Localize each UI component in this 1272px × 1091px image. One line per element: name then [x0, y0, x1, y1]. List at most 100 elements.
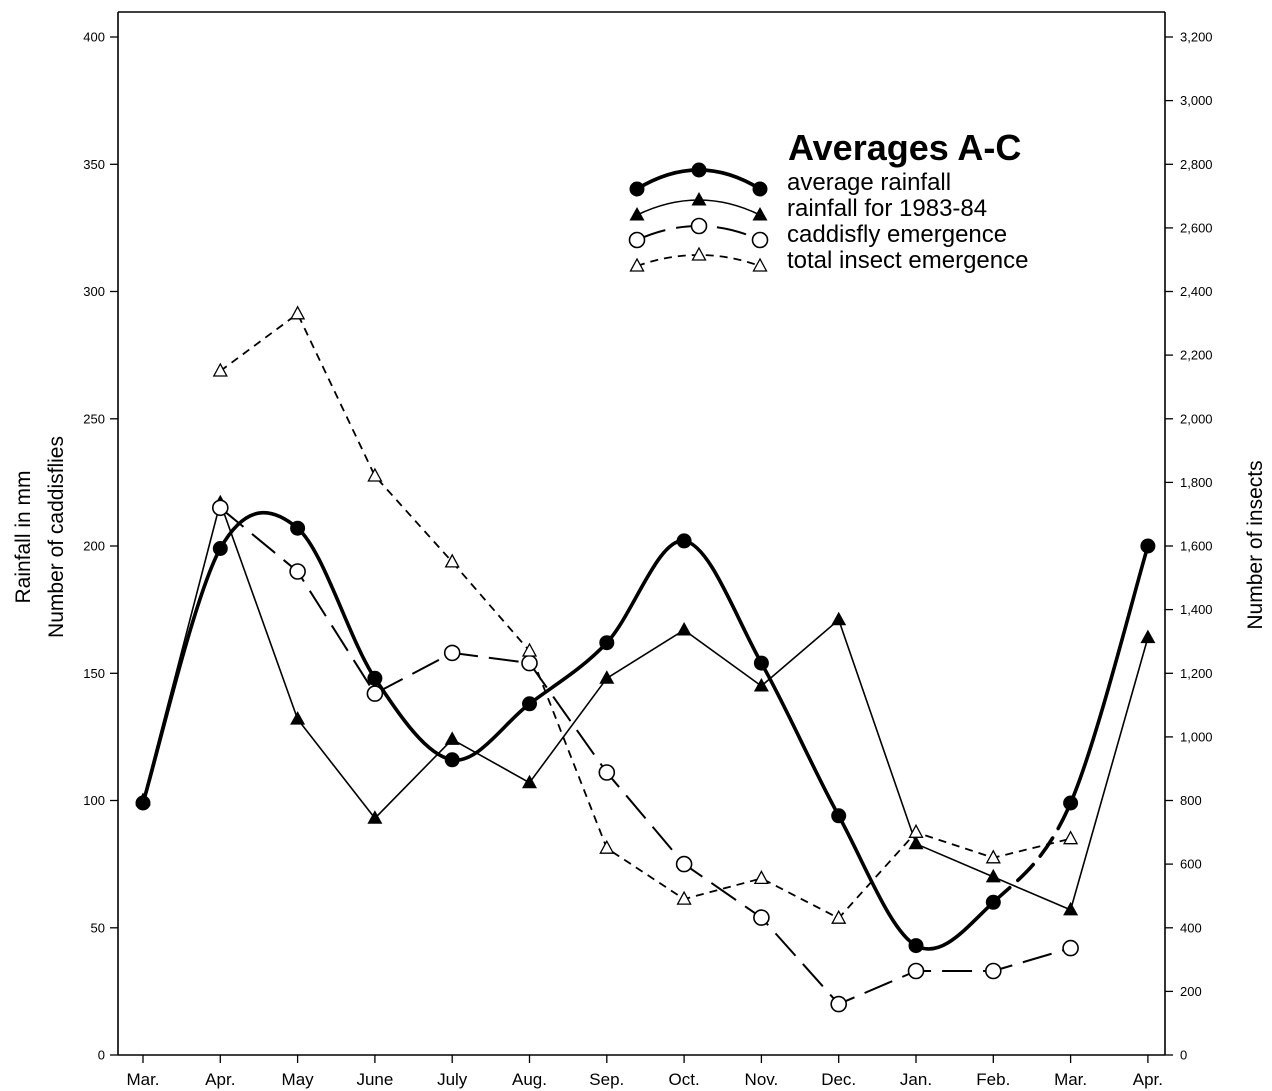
caddisfly-emergence-point: [830, 995, 848, 1013]
rainfall-for-1983-84-point: [1063, 901, 1079, 916]
y-left-tick-label: 350: [83, 157, 105, 172]
x-tick-label: Mar.: [126, 1070, 159, 1089]
y-right-tick-label: 2,200: [1180, 348, 1213, 363]
legend-title: Averages A-C: [788, 127, 1021, 168]
y-right-tick-label: 2,400: [1180, 284, 1213, 299]
legend-marker: [751, 231, 769, 249]
caddisfly-emergence-point: [289, 563, 306, 580]
y-left-tick-label: 0: [98, 1048, 105, 1063]
x-tick-label: July: [437, 1070, 468, 1089]
y-right-tick-label: 3,200: [1180, 30, 1213, 45]
average-rainfall-curve-segment: [295, 526, 377, 681]
average-rainfall-point: [290, 520, 306, 536]
legend-marker: [629, 257, 645, 272]
legend-item: total insect emergence: [629, 246, 1028, 274]
legend-marker: [691, 246, 707, 261]
rainfall-for-1983-84-point: [676, 622, 692, 636]
y-right-tick-label: 1,400: [1180, 602, 1213, 617]
legend-label: average rainfall: [787, 169, 951, 196]
total-insect-emergence-line: [219, 312, 1071, 920]
y-right-tick-label: 2,600: [1180, 220, 1213, 235]
legend-marker: [691, 162, 707, 178]
average-rainfall-point: [444, 752, 460, 768]
legend-marker: [752, 181, 768, 197]
rainfall-for-1983-84-point: [522, 774, 537, 789]
plot-frame: [117, 11, 1166, 1056]
x-tick-label: Nov.: [745, 1070, 779, 1089]
average-rainfall-curve-segment: [1068, 544, 1150, 805]
y-right-tick-label: 600: [1180, 857, 1202, 872]
y-right-tick-label: 1,200: [1180, 666, 1213, 681]
y-left-tick-label: 200: [83, 539, 105, 554]
y-right-tick-label: 3,000: [1180, 93, 1213, 108]
average-rainfall-curve-segment: [527, 640, 609, 706]
caddisfly-emergence-point: [598, 764, 616, 781]
y-right-tick-label: 400: [1180, 920, 1202, 935]
total-insect-emergence-point: [985, 849, 1001, 864]
x-tick-label: Sep.: [589, 1070, 624, 1089]
average-rainfall-curve-segment: [759, 661, 841, 818]
average-rainfall-point: [676, 533, 692, 549]
legend-item: average rainfall: [629, 162, 951, 197]
rainfall-for-1983-84-point: [444, 731, 460, 745]
caddisfly-emergence-point: [753, 909, 770, 926]
legend-marker: [752, 207, 768, 221]
x-tick-label: June: [356, 1070, 393, 1089]
legend-marker: [691, 192, 707, 206]
average-rainfall-curve-segment: [914, 900, 996, 951]
total-insect-emergence-point: [831, 909, 847, 924]
y-right-axis-title: Number of insects: [1244, 460, 1267, 629]
y-left-axis: Rainfall in mm Number of caddisflies 0 50…: [12, 30, 118, 1063]
total-insect-emergence-point: [367, 467, 383, 482]
x-tick-label: Feb.: [976, 1070, 1010, 1089]
average-rainfall-curve-segment: [836, 814, 918, 948]
average-rainfall-point: [908, 938, 924, 954]
average-rainfall-curve-segment: [682, 539, 764, 665]
rainfall-for-1983-84-point: [753, 678, 769, 692]
legend-label: rainfall for 1983-84: [787, 195, 987, 222]
average-rainfall-curve-segment: [991, 801, 1073, 905]
series-lines: [141, 312, 1150, 1006]
caddisfly-emergence-point: [907, 962, 925, 980]
y-left-tick-label: 50: [91, 920, 105, 935]
caddisfly-emergence-line: [219, 507, 1071, 1006]
average-rainfall-curve-segment: [141, 546, 223, 805]
rainfall-for-1983-84-point: [290, 711, 306, 725]
legend-marker: [629, 181, 645, 197]
legend-label: total insect emergence: [787, 247, 1028, 274]
rainfall-for-1983-84-point: [908, 835, 924, 850]
x-tick-label: Dec.: [821, 1070, 856, 1089]
average-rainfall-point: [1063, 795, 1079, 811]
legend-marker: [629, 207, 645, 221]
legend-marker: [690, 217, 708, 235]
caddisfly-emergence-point: [366, 685, 384, 702]
rainfall-for-1983-84-point: [985, 868, 1001, 883]
legend-label: caddisfly emergence: [787, 221, 1007, 248]
x-tick-label: May: [282, 1070, 315, 1089]
x-tick-label: Oct.: [669, 1070, 700, 1089]
y-right-tick-label: 1,800: [1180, 475, 1213, 490]
series-markers: [135, 305, 1156, 1013]
caddisfly-emergence-point: [675, 855, 693, 873]
average-rainfall-curve-segment: [605, 539, 686, 645]
y-right-tick-label: 800: [1180, 793, 1202, 808]
y-left-tick-label: 400: [83, 30, 105, 45]
y-right-tick-label: 2,800: [1180, 157, 1213, 172]
total-insect-emergence-point: [908, 823, 924, 838]
total-insect-emergence-point: [1063, 830, 1079, 845]
y-right-tick-label: 2,000: [1180, 411, 1213, 426]
rainfall-for-1983-84-point: [135, 792, 151, 806]
average-rainfall-point: [212, 541, 228, 556]
average-rainfall-point: [1140, 538, 1156, 554]
total-insect-emergence-point: [521, 642, 538, 657]
x-tick-label: Mar.: [1054, 1070, 1087, 1089]
x-tick-label: Aug.: [512, 1070, 547, 1089]
y-left-tick-label: 150: [83, 666, 105, 681]
x-tick-label: Jan.: [900, 1070, 932, 1089]
legend-marker: [628, 231, 646, 249]
legend-item: caddisfly emergence: [628, 217, 1007, 249]
y-left-tick-label: 100: [83, 793, 105, 808]
